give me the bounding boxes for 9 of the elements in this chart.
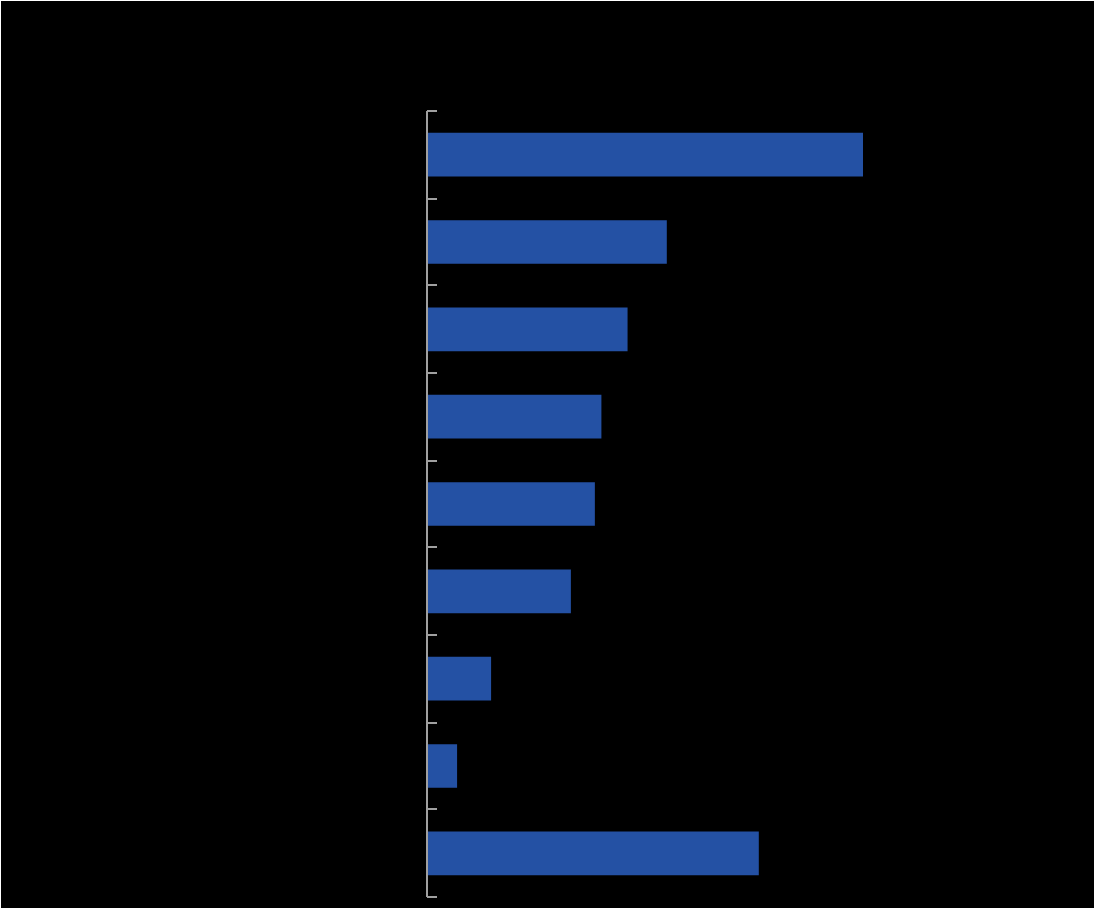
bar	[427, 132, 864, 177]
bar	[427, 656, 492, 701]
bar	[427, 831, 759, 876]
bar	[427, 482, 595, 526]
bar	[427, 220, 667, 264]
bar	[427, 744, 458, 788]
bar	[427, 307, 628, 352]
bar	[427, 394, 602, 439]
bar	[427, 569, 571, 614]
